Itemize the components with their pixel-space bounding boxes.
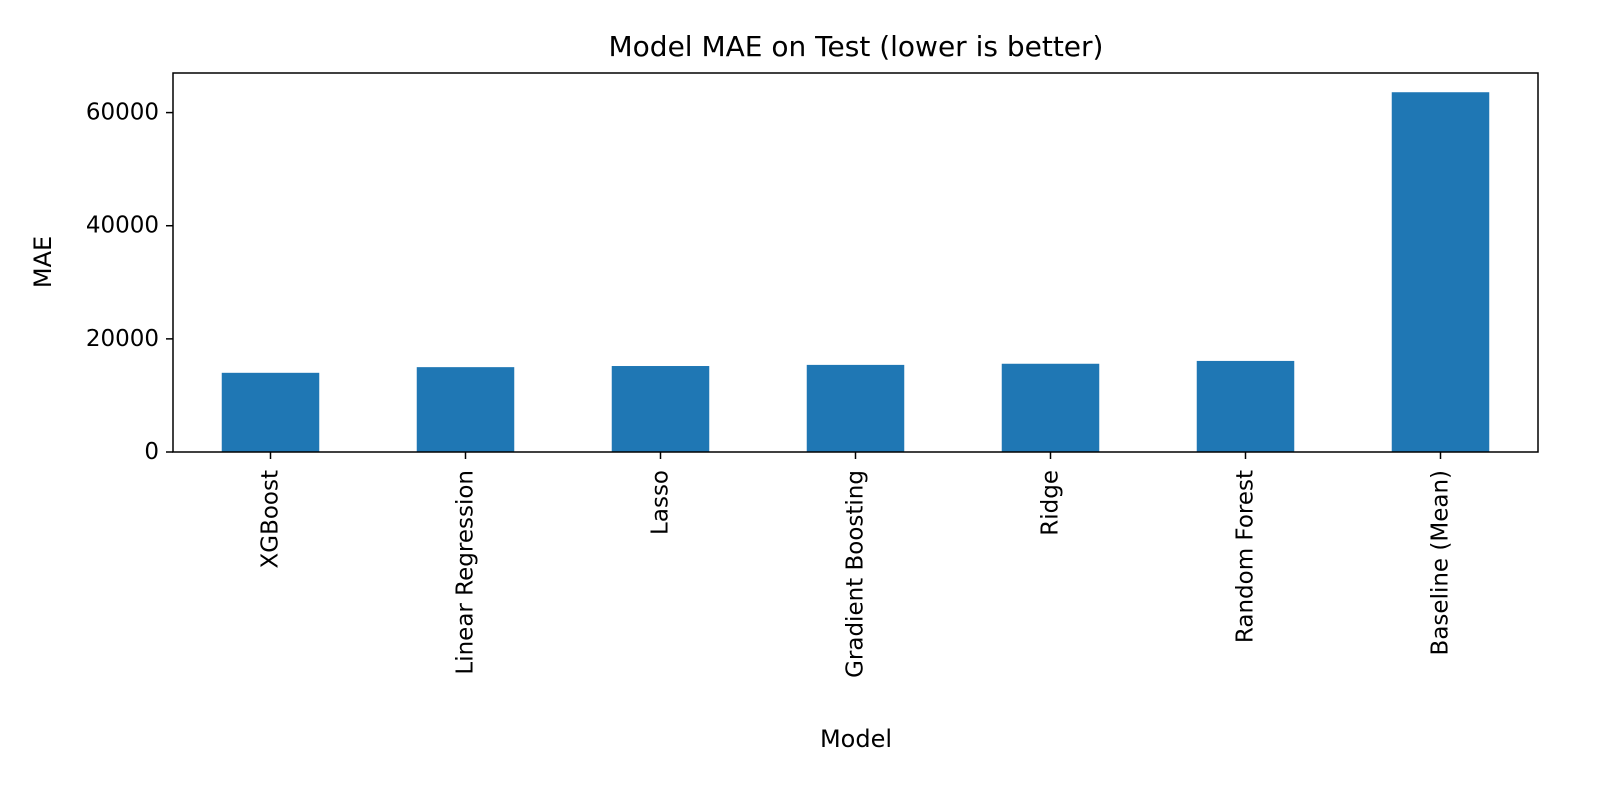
x-tick-label-2: Lasso (648, 470, 674, 535)
bar-0 (221, 372, 320, 452)
bar-2 (611, 366, 710, 452)
bar-6 (1391, 92, 1490, 452)
x-tick-label-4: Ridge (1038, 470, 1064, 536)
bar-4 (1001, 363, 1100, 452)
x-tick-label-3: Gradient Boosting (843, 470, 869, 678)
x-axis-label: Model (820, 725, 892, 753)
y-tick-label-0: 0 (144, 439, 159, 465)
bar-1 (416, 367, 515, 452)
x-tick-label-6: Baseline (Mean) (1428, 470, 1454, 655)
plot-frame (172, 72, 1539, 453)
y-tick-label-2: 40000 (86, 213, 159, 239)
bar-3 (806, 364, 905, 452)
x-axis-ticks: XGBoost Linear Regression Lasso Gradient Bo… (258, 452, 1454, 678)
y-tick-label-3: 60000 (86, 100, 159, 126)
bar-5 (1196, 360, 1295, 452)
x-tick-label-0: XGBoost (258, 470, 284, 569)
x-tick-label-5: Random Forest (1233, 470, 1259, 643)
y-tick-label-1: 20000 (86, 326, 159, 352)
bars-group (221, 92, 1490, 452)
y-axis-ticks: 0 20000 40000 60000 (86, 100, 173, 465)
x-tick-label-1: Linear Regression (453, 470, 479, 675)
y-axis-label: MAE (29, 236, 57, 288)
chart-title: Model MAE on Test (lower is better) (609, 30, 1104, 63)
